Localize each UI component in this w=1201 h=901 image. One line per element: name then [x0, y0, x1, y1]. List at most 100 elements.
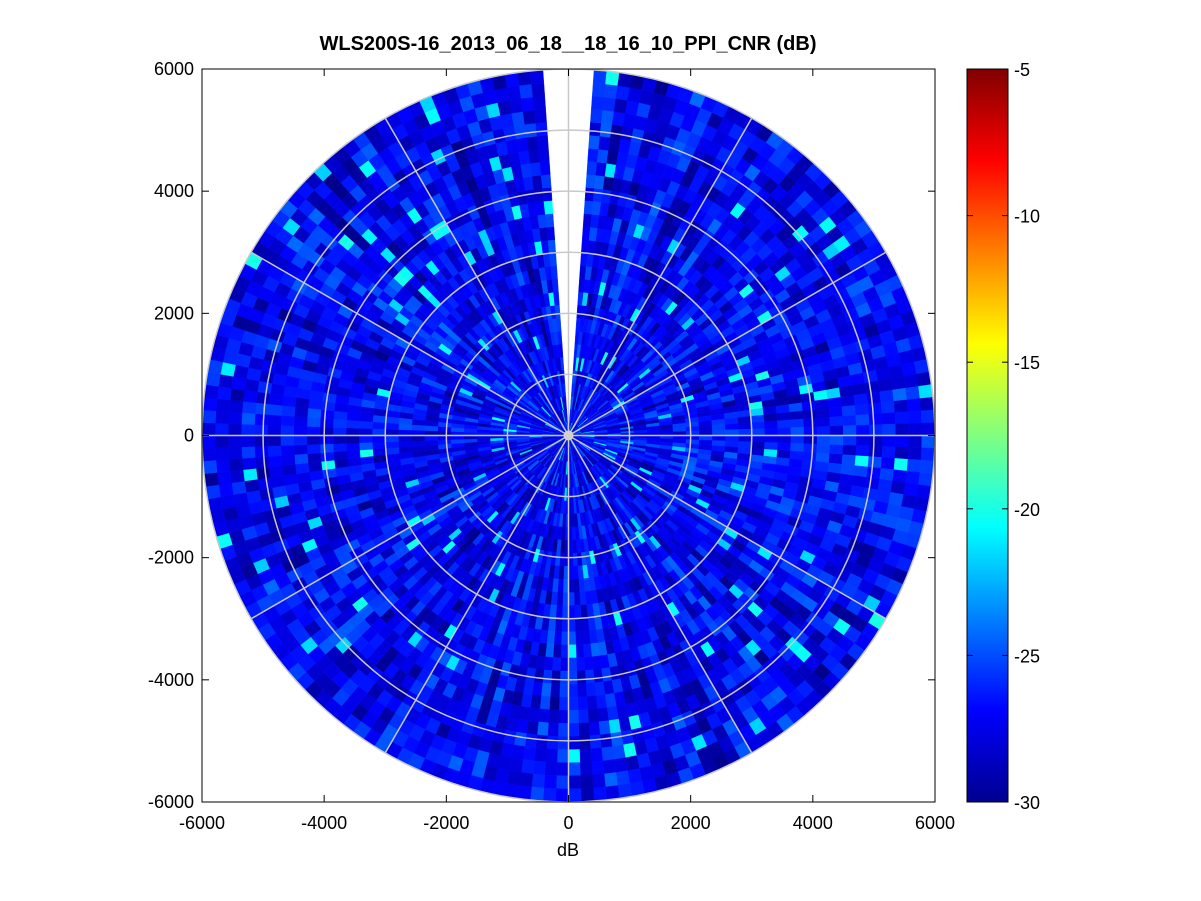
heat-cell [228, 399, 244, 413]
heat-cell [867, 456, 883, 469]
heat-cell [882, 435, 896, 448]
heat-cell [358, 442, 373, 451]
heat-cell [738, 435, 752, 443]
x-tick-label: 4000 [793, 813, 833, 833]
heat-cell [215, 459, 231, 473]
heat-cell [254, 445, 269, 458]
heat-cell [908, 422, 923, 436]
heat-cell [254, 424, 268, 436]
heat-cell [544, 761, 558, 776]
heat-cell [790, 443, 805, 453]
heat-cell [345, 427, 360, 436]
heat-cell [214, 435, 229, 449]
colorbar: -5-10-15-20-25-30 [966, 60, 1040, 813]
heat-cell [568, 749, 581, 763]
heat-cell [424, 430, 438, 436]
heat-cell [763, 413, 778, 423]
heat-cell [307, 461, 323, 473]
heat-cell [580, 604, 588, 619]
heat-cell [332, 418, 347, 428]
heat-cell [529, 69, 545, 85]
heat-cell [777, 419, 792, 429]
heat-cell [802, 451, 817, 462]
heat-cell [319, 443, 334, 454]
heat-cell [535, 734, 548, 750]
heat-cell [568, 710, 579, 724]
heat-cell [533, 187, 545, 203]
heat-cell [511, 111, 526, 127]
heat-cell [532, 760, 546, 776]
heat-cell [590, 642, 600, 658]
heat-cell [550, 265, 558, 280]
heat-cell [280, 415, 295, 427]
heat-cell [803, 443, 818, 454]
heat-cell [869, 424, 883, 436]
heat-cell [398, 435, 412, 442]
heat-cell [531, 773, 545, 789]
heat-cell [881, 412, 896, 425]
heat-cell [738, 422, 752, 430]
heat-cell [293, 444, 308, 455]
heat-cell [738, 441, 752, 449]
heat-cell [777, 435, 792, 444]
y-tick-label: -2000 [148, 548, 194, 568]
heat-cell [598, 135, 611, 151]
heat-cell [560, 644, 569, 659]
heat-cell [880, 457, 896, 470]
heat-cell [558, 696, 569, 711]
heat-cell [895, 423, 910, 436]
x-tick-label: 6000 [915, 813, 955, 833]
heat-cell [520, 96, 535, 112]
heat-cell [554, 618, 563, 632]
heat-cell [526, 720, 539, 736]
heat-cell [578, 722, 590, 737]
heat-cell [599, 733, 613, 749]
heat-cell [724, 423, 739, 431]
heat-cell [385, 428, 399, 436]
heat-cell [332, 427, 347, 436]
heat-cell [519, 772, 534, 788]
heat-cell [267, 414, 282, 426]
heat-cell [202, 422, 216, 436]
heat-cell [542, 187, 553, 202]
heat-cell [576, 657, 586, 672]
heat-cell [437, 439, 452, 445]
heat-cell [568, 631, 577, 646]
heat-cell [242, 468, 258, 482]
heat-cell [358, 435, 373, 444]
heat-cell [880, 401, 896, 414]
heat-cell [411, 429, 425, 436]
heat-cell [815, 452, 830, 464]
heat-cell [777, 442, 792, 452]
heat-cell [591, 95, 605, 111]
heat-cell [890, 376, 906, 391]
heat-cell [294, 406, 309, 418]
heat-cell [879, 389, 895, 403]
heat-cell [712, 435, 726, 442]
heat-cell [580, 774, 594, 789]
heat-cell [293, 425, 308, 436]
heat-cell [257, 477, 273, 491]
heat-cell [659, 427, 674, 433]
heat-cell [227, 423, 242, 436]
y-tick-label: 4000 [154, 181, 194, 201]
heat-cell [372, 448, 387, 457]
heat-cell [552, 644, 562, 659]
heat-cell [855, 445, 870, 457]
heat-cell [524, 122, 538, 138]
heat-cell [537, 213, 547, 229]
heat-cell [519, 83, 534, 99]
heat-cell [202, 409, 217, 424]
heat-cell [712, 429, 726, 436]
heat-cell [853, 465, 869, 478]
heat-cell [281, 454, 296, 466]
heat-cell [244, 478, 260, 493]
heat-cell [868, 445, 883, 458]
heat-cell [558, 710, 569, 724]
heat-cell [385, 447, 400, 455]
heat-cell [574, 618, 583, 632]
heat-cell [892, 469, 908, 484]
heat-cell [920, 409, 935, 424]
heat-cell [547, 722, 559, 737]
heat-cell [751, 435, 766, 443]
